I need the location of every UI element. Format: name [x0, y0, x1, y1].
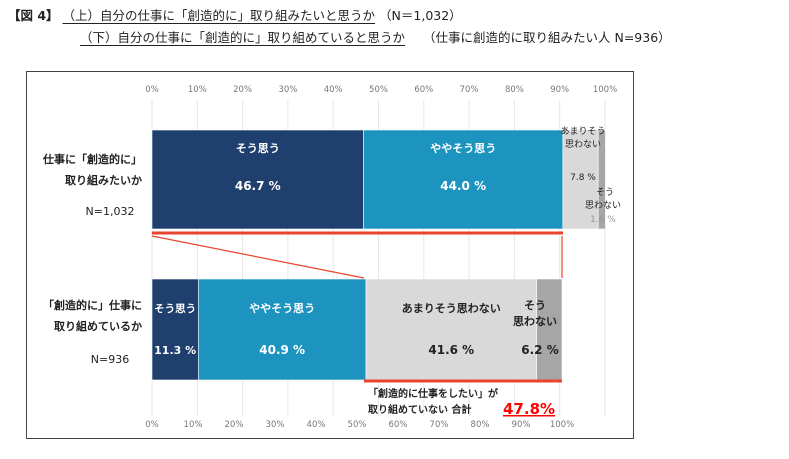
segment-label: 思わない	[585, 200, 621, 211]
segment-label: 思わない	[565, 139, 601, 150]
segment-label: そう	[596, 187, 614, 198]
bar-segment	[151, 129, 364, 230]
data-label: 7.8 %	[570, 173, 596, 183]
bar-segment	[151, 278, 199, 381]
bar-segment	[562, 129, 599, 230]
figure-number: 【図 4】	[8, 8, 59, 23]
segment-label: そう思う	[236, 142, 280, 155]
bar-segment	[363, 129, 564, 230]
bar-n-label: N=936	[91, 353, 129, 366]
top-axis-tick-label: 60%	[414, 85, 433, 95]
bottom-axis-tick-label: 0%	[145, 420, 159, 430]
top-axis-tick-label: 80%	[505, 85, 524, 95]
bar-category-label: 「創造的に」仕事に	[43, 298, 142, 312]
top-axis-tick-label: 50%	[369, 85, 388, 95]
figure-title-line1: 【図 4】 （上）自分の仕事に「創造的に」取り組みたいと思うか （N＝1,032…	[8, 5, 462, 24]
bottom-axis-tick-label: 20%	[225, 420, 244, 430]
bar-segment	[536, 278, 563, 381]
annotation-line2: 取り組めていない 合計	[368, 403, 471, 416]
bar-category-label: 取り組めているか	[54, 319, 142, 333]
title-lower: （下）自分の仕事に「創造的に」取り組めていると思うか	[80, 30, 406, 45]
bottom-axis-tick-label: 30%	[266, 420, 285, 430]
segment-label: ややそう思う	[249, 302, 315, 315]
title-upper: （上）自分の仕事に「創造的に」取り組みたいと思うか	[62, 8, 376, 23]
data-label: 41.6 %	[428, 343, 474, 357]
connector-diagonal	[151, 235, 365, 279]
top-axis-tick-label: 90%	[550, 85, 569, 95]
data-label: 1.6 %	[590, 215, 616, 225]
annotation-line1: 「創造的に仕事をしたい」が	[368, 387, 499, 400]
top-axis-tick-label: 70%	[460, 85, 479, 95]
top-axis-tick-label: 20%	[233, 85, 252, 95]
segment-label: ややそう思う	[430, 142, 496, 155]
segment-label: あまりそう思わない	[402, 302, 501, 315]
bar-category-label: 仕事に「創造的に」	[42, 152, 142, 166]
bar-segment	[597, 129, 606, 230]
title-lower-note: （仕事に創造的に取り組みたい人 N=936）	[423, 30, 671, 45]
top-axis-tick-label: 100%	[593, 85, 617, 95]
data-label: 6.2 %	[521, 343, 558, 357]
bar-category-label: 取り組みたいか	[65, 173, 142, 187]
top-axis-tick-label: 30%	[278, 85, 297, 95]
title-upper-n: （N＝1,032）	[379, 8, 462, 23]
bottom-axis-tick-label: 100%	[550, 420, 574, 430]
top-axis-tick-label: 10%	[188, 85, 207, 95]
data-label: 40.9 %	[259, 343, 305, 357]
data-label: 44.0 %	[440, 179, 486, 193]
bottom-axis-tick-label: 90%	[512, 420, 531, 430]
segment-label: そう	[524, 299, 546, 312]
bottom-axis-tick-label: 10%	[184, 420, 203, 430]
annotation-total: 47.8%	[503, 400, 555, 418]
bottom-axis-tick-label: 80%	[471, 420, 490, 430]
data-label: 46.7 %	[235, 179, 281, 193]
segment-label: 思わない	[513, 315, 557, 328]
figure-title-line2: （下）自分の仕事に「創造的に」取り組めていると思うか （仕事に創造的に取り組みた…	[80, 27, 671, 46]
bottom-axis-tick-label: 60%	[389, 420, 408, 430]
segment-label: そう思う	[154, 303, 196, 315]
bottom-axis-tick-label: 70%	[430, 420, 449, 430]
bottom-axis-tick-label: 50%	[348, 420, 367, 430]
top-axis-tick-label: 40%	[324, 85, 343, 95]
top-axis-tick-label: 0%	[145, 85, 159, 95]
bottom-axis-tick-label: 40%	[307, 420, 326, 430]
bar-segment	[365, 278, 537, 381]
data-label: 11.3 %	[154, 344, 196, 357]
segment-label: あまりそう	[560, 126, 605, 137]
bar-segment	[198, 278, 367, 381]
bar-n-label: N=1,032	[86, 205, 135, 218]
